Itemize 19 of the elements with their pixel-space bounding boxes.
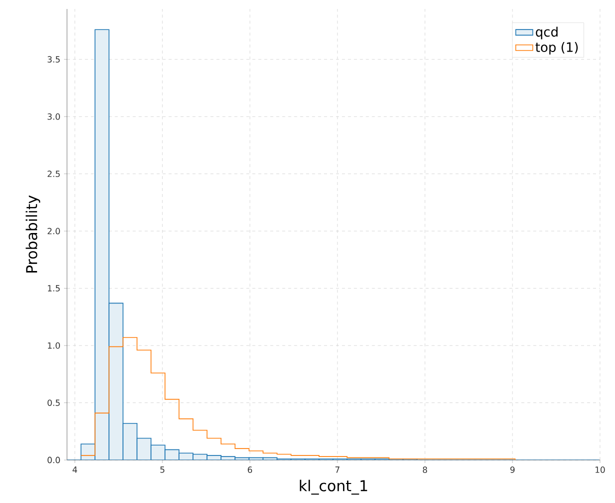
y-tick-label: 3.0 <box>48 113 60 120</box>
y-tick-label: 1.0 <box>48 342 60 349</box>
x-tick-label: 5 <box>160 466 164 473</box>
x-tick-label: 8 <box>422 466 428 473</box>
x-tick-label: 6 <box>248 466 252 473</box>
x-tick-label: 7 <box>335 466 340 473</box>
y-tick-label: 0.5 <box>48 400 60 406</box>
y-tick-label: 2.0 <box>48 228 60 234</box>
y-tick-label: 0.0 <box>48 456 60 464</box>
x-axis-title: kl_cont_1 <box>300 480 368 495</box>
y-tick-label: 2.5 <box>48 170 60 178</box>
y-axis-title: Probability <box>26 195 40 273</box>
legend-label: qcd <box>536 26 558 40</box>
x-tick-label: 10 <box>596 466 605 473</box>
x-tick-label: 9 <box>510 466 515 473</box>
x-tick-label: 4 <box>72 466 78 473</box>
legend-label: top (1) <box>536 42 578 55</box>
y-tick-label: 1.5 <box>48 285 60 292</box>
y-tick-label: 3.5 <box>48 56 60 63</box>
